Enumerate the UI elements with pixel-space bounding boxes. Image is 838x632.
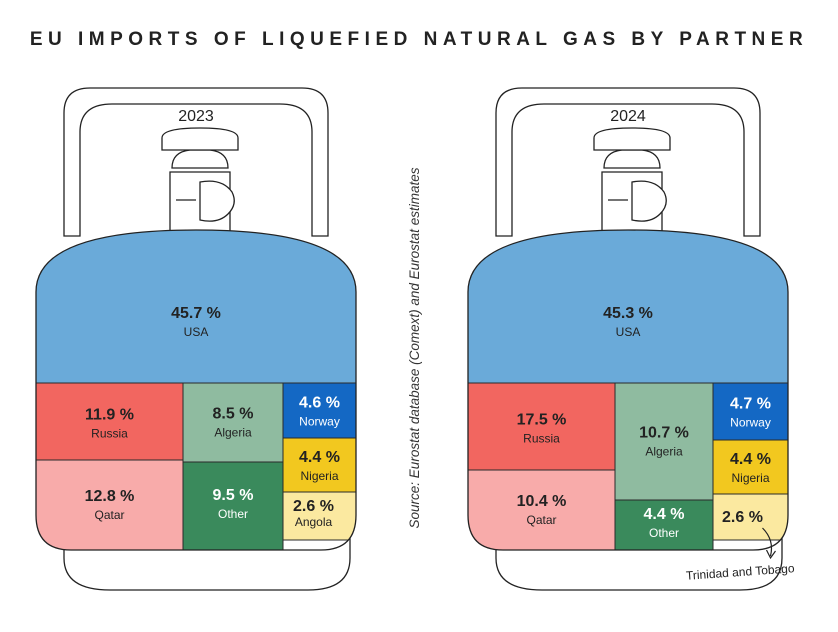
segment-usa [36,230,356,384]
partner-label-norway: Norway [730,416,771,430]
year-label: 2023 [178,108,214,125]
segment-qatar [468,469,616,550]
segment-norway [282,382,356,439]
partner-label-algeria: Algeria [645,445,683,459]
partner-label-other: Other [218,507,248,521]
segment-norway [712,382,788,441]
valve-icon [161,127,239,237]
value-label-algeria: 10.7 % [639,425,689,442]
value-label-qatar: 12.8 % [85,488,135,505]
value-label-algeria: 8.5 % [213,406,254,423]
partner-label-other: Other [649,526,679,540]
callout-arrow [762,527,773,557]
segment-nigeria [712,439,788,495]
value-label-trinidad-and-tobago: 2.6 % [722,509,763,526]
segment-other [182,461,284,550]
segment-trinidad-and-tobago [712,493,788,541]
year-label: 2024 [610,108,646,125]
segment-russia [468,382,616,471]
partner-label-russia: Russia [91,427,128,441]
partner-label-nigeria: Nigeria [731,471,769,485]
partner-label-angola: Angola [295,515,333,529]
segment-angola [282,491,356,541]
partner-label-usa: USA [184,325,209,339]
cylinder-outline [35,229,357,551]
value-label-russia: 11.9 % [85,407,134,424]
segments-2024 [468,230,788,550]
value-label-usa: 45.7 % [171,305,221,322]
segment-russia [36,382,184,461]
segment-algeria [182,382,284,463]
partner-label-qatar: Qatar [526,513,556,527]
value-label-angola: 2.6 % [293,498,334,515]
segment-other [614,499,714,550]
source-note: Source: Eurostat database (Comext) and E… [407,167,422,528]
segment-usa [468,230,788,384]
segments-layer: 2023 45.7 % USA 11.9 % Russia 12.8 % Qatar 8.5 … [35,108,795,583]
chart-title: EU IMPORTS OF LIQUEFIED NATURAL GAS BY P… [30,29,808,50]
segment-qatar [36,459,184,550]
value-label-nigeria: 4.4 % [299,449,340,466]
segment-algeria [614,382,714,501]
value-label-other: 9.5 % [213,487,254,504]
value-label-nigeria: 4.4 % [730,451,771,468]
value-label-norway: 4.7 % [730,396,771,413]
partner-label-algeria: Algeria [214,426,252,440]
segment-nigeria [282,437,356,493]
partner-label-usa: USA [616,325,641,339]
partner-label-norway: Norway [299,415,340,429]
value-label-other: 4.4 % [644,506,685,523]
partner-label-nigeria: Nigeria [300,469,338,483]
value-label-russia: 17.5 % [517,412,567,429]
cylinder-handle [63,87,329,237]
callout-arrowhead [765,549,776,560]
valve-icon [593,127,671,237]
partner-label-qatar: Qatar [94,508,124,522]
value-label-qatar: 10.4 % [517,493,567,510]
partner-label-russia: Russia [523,432,560,446]
segments-2023 [36,230,356,550]
value-label-norway: 4.6 % [299,395,340,412]
value-label-usa: 45.3 % [603,305,653,322]
cylinder-outline [467,229,789,551]
cylinder-handle [495,87,761,237]
